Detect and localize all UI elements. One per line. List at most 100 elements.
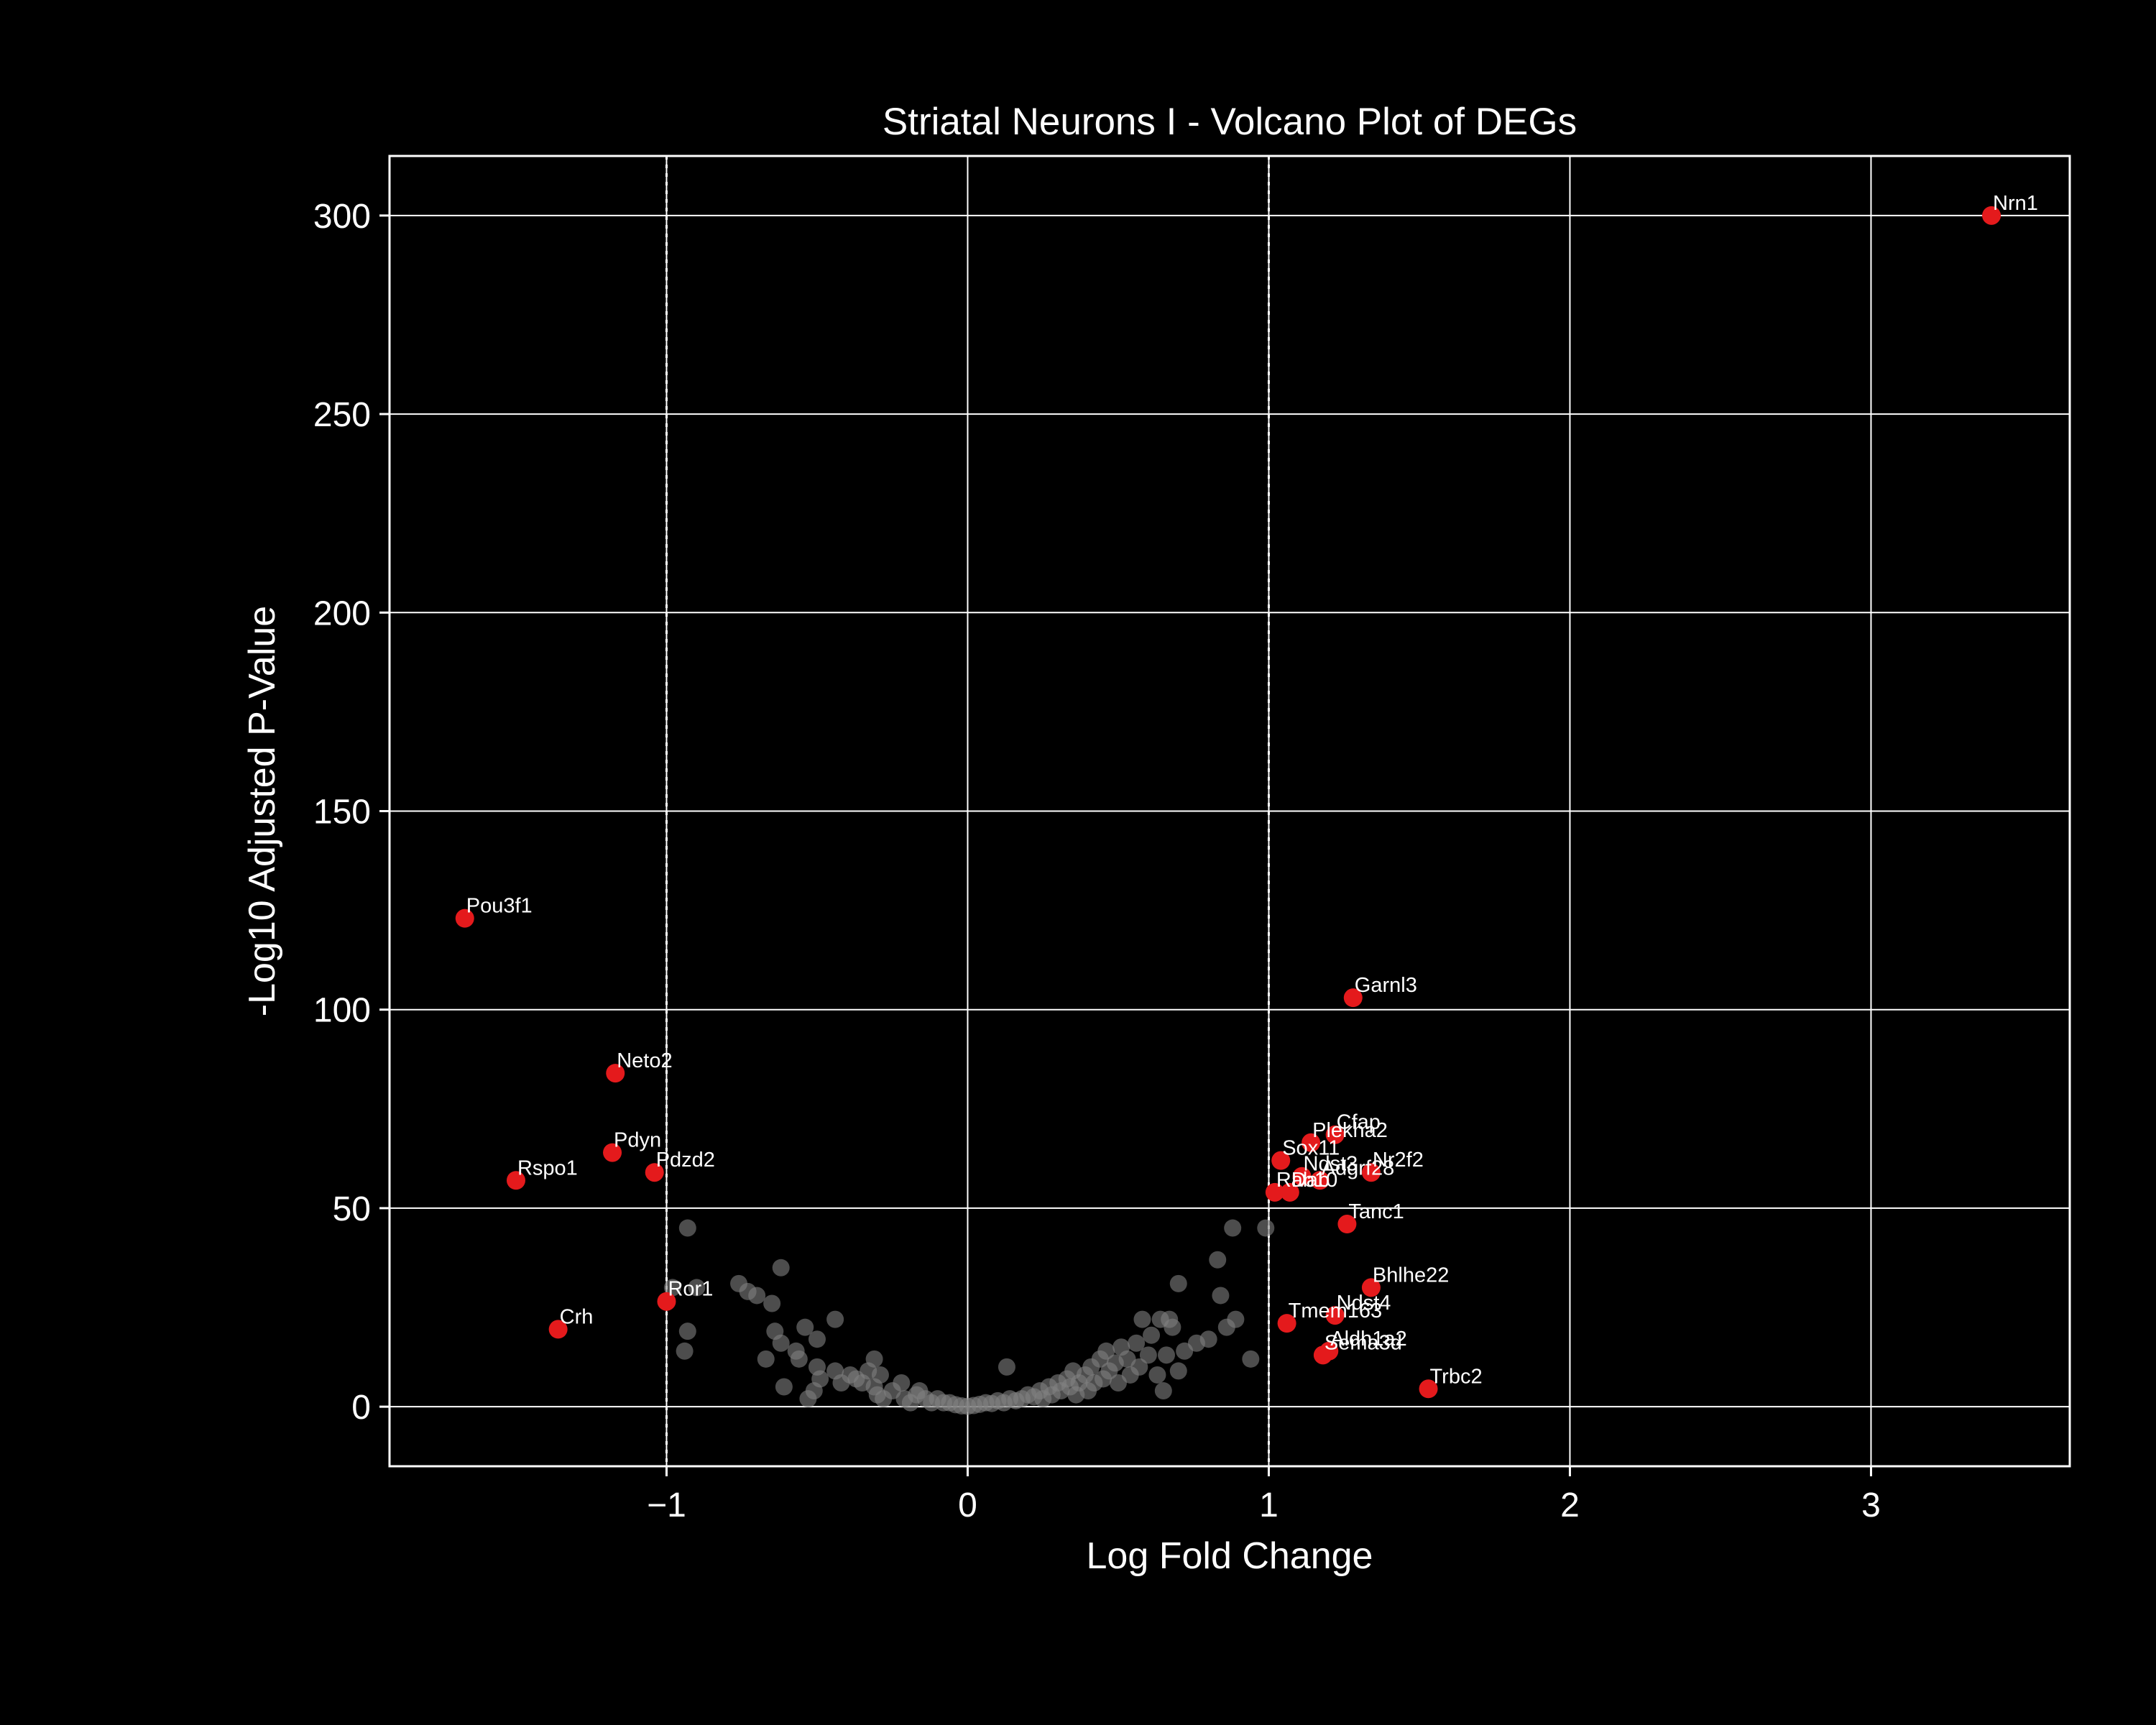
significant-point: [1313, 1346, 1332, 1365]
gene-label: Tanc1: [1348, 1200, 1404, 1223]
gene-label: Sox11: [1282, 1137, 1340, 1160]
non-significant-point: [1209, 1251, 1227, 1269]
non-significant-point: [1224, 1219, 1242, 1237]
non-significant-point: [678, 1322, 696, 1340]
significant-point: [1337, 1215, 1357, 1234]
non-significant-point: [1143, 1326, 1161, 1344]
y-tick-label: 300: [313, 198, 371, 236]
gene-label: Crh: [560, 1305, 594, 1328]
gene-label: Rab10: [1276, 1169, 1337, 1192]
y-tick-label: 0: [351, 1389, 371, 1427]
non-significant-point: [1139, 1346, 1157, 1364]
significant-point: [1310, 1171, 1330, 1190]
significant-point: [506, 1171, 525, 1190]
gene-label: Adgrf28: [1322, 1156, 1395, 1179]
gene-label: Nrn1: [1993, 192, 2038, 215]
non-significant-point: [663, 1279, 681, 1297]
gene-label: Sema3d: [1325, 1331, 1402, 1354]
non-significant-point: [748, 1287, 766, 1305]
y-tick-label: 50: [333, 1190, 371, 1228]
significant-point: [1361, 1278, 1381, 1297]
significant-point: [455, 908, 474, 928]
x-tick-label: −1: [647, 1486, 686, 1524]
non-significant-point: [1169, 1274, 1187, 1292]
x-axis-title: Log Fold Change: [1087, 1535, 1373, 1577]
significant-point: [606, 1064, 625, 1083]
significant-point: [1982, 206, 2001, 225]
non-significant-point: [688, 1279, 706, 1297]
gene-label: Plekha2: [1312, 1119, 1388, 1142]
non-significant-point: [871, 1366, 889, 1384]
gene-label: Pdyn: [614, 1129, 661, 1152]
non-significant-point: [1227, 1310, 1245, 1328]
y-tick-label: 200: [313, 594, 371, 632]
non-significant-point: [1257, 1219, 1275, 1237]
non-significant-point: [763, 1294, 781, 1312]
non-significant-point: [678, 1219, 696, 1237]
non-significant-point: [1097, 1342, 1115, 1360]
non-significant-point: [1133, 1310, 1151, 1328]
y-tick-label: 150: [313, 794, 371, 832]
non-significant-point: [808, 1330, 826, 1348]
non-significant-point: [757, 1350, 775, 1368]
x-axis-ticks: −1 0 1 2 3: [647, 1466, 1881, 1524]
gene-label: Ror1: [668, 1278, 713, 1301]
y-axis-title: -Log10 Adjusted P-Value: [241, 606, 283, 1016]
significant-point: [548, 1320, 568, 1339]
gene-label: Aldh1a2: [1330, 1328, 1406, 1351]
significant-point: [1325, 1306, 1345, 1325]
significant-point: [603, 1143, 622, 1162]
non-significant-point: [676, 1342, 694, 1360]
non-significant-point: [998, 1358, 1015, 1376]
non-significant-point: [865, 1350, 883, 1368]
gene-label: Garnl3: [1355, 974, 1417, 997]
gene-label: Rspo1: [517, 1156, 578, 1179]
non-significant-point: [1212, 1287, 1230, 1305]
gene-label: Ndst4: [1337, 1292, 1391, 1315]
significant-point: [1265, 1182, 1284, 1202]
non-significant-point: [1154, 1382, 1172, 1400]
threshold-lines: [665, 156, 1270, 1466]
significant-point: [1325, 1125, 1345, 1144]
y-tick-label: 250: [313, 396, 371, 434]
x-tick-label: 1: [1259, 1486, 1279, 1524]
gene-label: Trbc2: [1430, 1365, 1483, 1388]
significant-point: [1271, 1151, 1291, 1170]
x-tick-label: 2: [1560, 1486, 1580, 1524]
non-significant-points: [663, 1219, 1275, 1415]
significant-point: [1361, 1163, 1381, 1182]
non-significant-point: [811, 1370, 829, 1388]
non-significant-point: [1169, 1362, 1187, 1380]
non-significant-point: [772, 1259, 790, 1276]
non-significant-point: [775, 1378, 793, 1396]
gene-label: Tmem163: [1289, 1300, 1383, 1322]
significant-point: [1343, 988, 1363, 1008]
gene-label: Ndst3: [1304, 1153, 1358, 1176]
y-tick-label: 100: [313, 992, 371, 1030]
non-significant-point: [1128, 1334, 1146, 1352]
non-significant-point: [1199, 1330, 1217, 1348]
gene-label: Nr2f2: [1373, 1149, 1424, 1172]
non-significant-point: [796, 1318, 814, 1336]
x-tick-label: 3: [1861, 1486, 1881, 1524]
non-significant-point: [1130, 1358, 1148, 1376]
non-significant-point: [772, 1334, 790, 1352]
non-significant-point: [1164, 1318, 1181, 1336]
gene-label: Pou3f1: [466, 895, 533, 918]
non-significant-point: [787, 1342, 805, 1360]
chart-title: Striatal Neurons I - Volcano Plot of DEG…: [883, 101, 1577, 143]
significant-point: [1292, 1167, 1312, 1186]
significant-point: [1419, 1379, 1438, 1399]
non-significant-point: [893, 1374, 911, 1392]
x-tick-label: 0: [958, 1486, 977, 1524]
significant-point: [1280, 1182, 1299, 1202]
non-significant-point: [826, 1310, 844, 1328]
significant-point: [645, 1163, 664, 1182]
non-significant-point: [1242, 1350, 1260, 1368]
gene-label: Dab: [1291, 1169, 1330, 1192]
y-axis-ticks: 0 50 100 150 200 250 300: [313, 198, 390, 1427]
gene-label: Cfap: [1337, 1111, 1381, 1134]
gene-label: Bhlhe22: [1373, 1264, 1449, 1287]
